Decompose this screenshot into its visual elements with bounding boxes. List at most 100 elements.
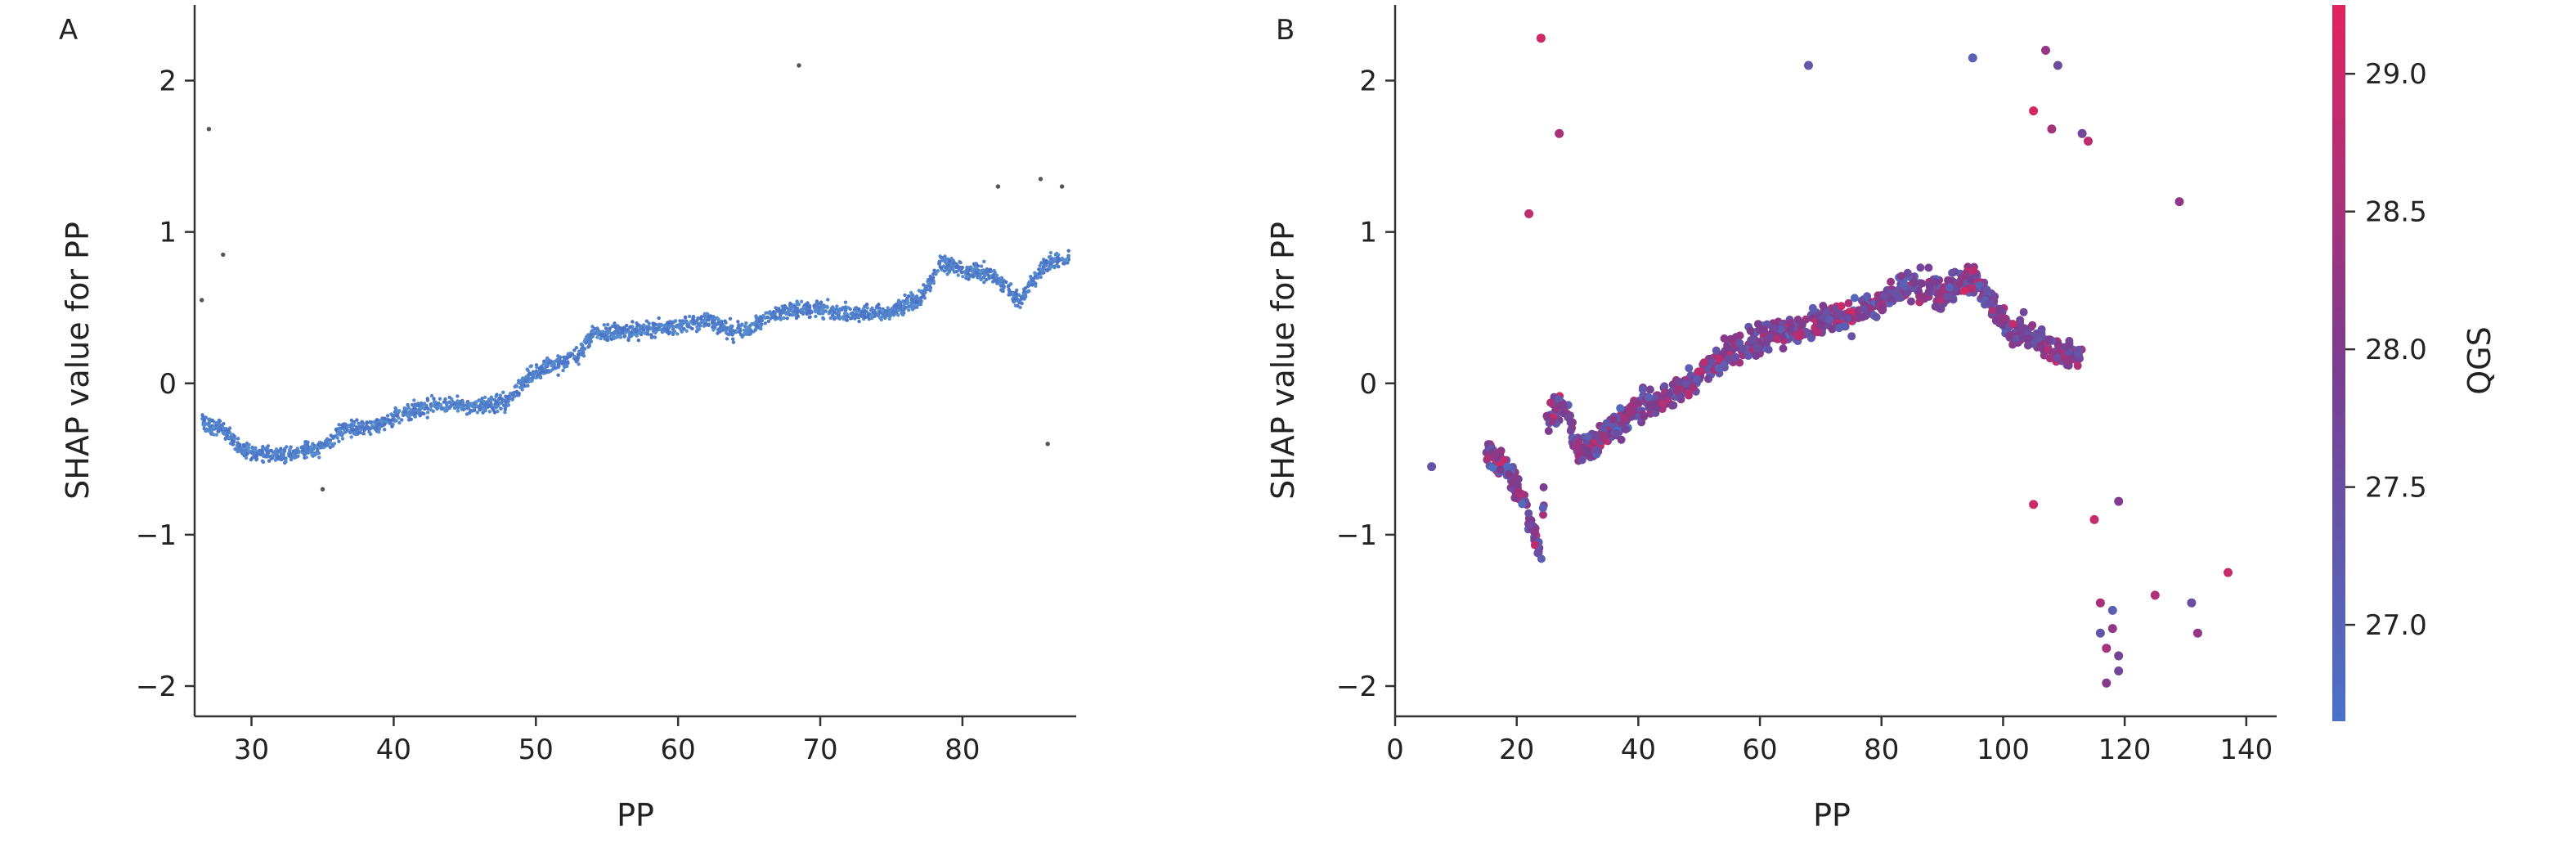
panel-a-point bbox=[985, 267, 990, 271]
panel-a-point bbox=[623, 330, 628, 334]
colorbar: 27.0 27.5 28.0 28.5 29.0 QGS bbox=[2332, 5, 2497, 721]
panel-b-point bbox=[1599, 424, 1608, 433]
panel-a-point bbox=[1027, 280, 1031, 285]
panel-a-point bbox=[304, 455, 308, 460]
panel-a-point bbox=[245, 452, 249, 456]
panel-a-outlier-point bbox=[1059, 184, 1065, 189]
panel-a-point bbox=[785, 316, 789, 321]
panel-a-point bbox=[945, 263, 950, 267]
panel-a-point bbox=[666, 328, 670, 333]
panel-a-point bbox=[418, 408, 422, 412]
panel-a-point bbox=[489, 397, 493, 402]
panel-a-point bbox=[857, 319, 861, 324]
panel-a-point bbox=[1062, 262, 1066, 266]
panel-a-point bbox=[304, 440, 309, 444]
panel-a-point bbox=[447, 395, 451, 400]
panel-a-point bbox=[445, 401, 449, 406]
panel-a-point bbox=[819, 300, 824, 304]
panel-a-point bbox=[222, 432, 227, 436]
panel-a-point bbox=[316, 442, 321, 446]
panel-a-point bbox=[815, 300, 819, 305]
panel-a-point bbox=[1022, 292, 1026, 296]
panel-a-y-tick-label: −2 bbox=[136, 671, 177, 703]
panel-a-point bbox=[1039, 261, 1043, 265]
panel-a-point bbox=[227, 428, 231, 433]
panel-a-point bbox=[1022, 297, 1026, 301]
panel-b-point bbox=[1995, 306, 2004, 315]
panel-a-point bbox=[284, 460, 288, 464]
panel-a-point bbox=[937, 259, 941, 264]
panel-b-point bbox=[1900, 278, 1908, 287]
panel-a-point bbox=[247, 442, 251, 446]
panel-a-point bbox=[400, 418, 404, 422]
panel-b-point bbox=[2053, 353, 2062, 362]
panel-a-point bbox=[764, 311, 768, 315]
panel-a-outlier-point bbox=[206, 127, 212, 132]
panel-a-point bbox=[500, 400, 504, 404]
panel-a-point bbox=[406, 414, 410, 418]
panel-b-point bbox=[1633, 399, 1642, 408]
panel-a-point bbox=[432, 397, 436, 401]
panel-a-point bbox=[1049, 265, 1054, 269]
panel-a-point bbox=[497, 396, 502, 400]
panel-a-point bbox=[534, 363, 539, 367]
panel-a-point bbox=[928, 289, 932, 293]
panel-a-point bbox=[309, 445, 313, 449]
panel-b-point bbox=[1556, 401, 1565, 410]
panel-a-point bbox=[857, 307, 861, 312]
panel-a-point bbox=[1052, 257, 1057, 261]
panel-a-point bbox=[845, 318, 850, 322]
panel-a-point bbox=[315, 451, 319, 455]
panel-a-point bbox=[1055, 260, 1060, 264]
panel-a-point bbox=[471, 405, 475, 409]
panel-b-x-tick-label: 80 bbox=[1864, 734, 1899, 766]
panel-a-point bbox=[502, 403, 506, 407]
panel-b-point bbox=[1645, 393, 1654, 402]
panel-a-point bbox=[461, 407, 465, 412]
panel-b-x-tick-label: 100 bbox=[1977, 734, 2030, 766]
panel-a-point bbox=[464, 406, 469, 411]
panel-a-point bbox=[322, 442, 327, 446]
panel-a-point bbox=[860, 314, 864, 318]
panel-a-point bbox=[235, 443, 239, 448]
panel-a-point bbox=[659, 323, 664, 328]
panel-a-point bbox=[891, 309, 895, 313]
panel-a-point bbox=[887, 316, 891, 321]
panel-b-point bbox=[1765, 333, 1774, 342]
panel-a-point bbox=[1027, 283, 1031, 288]
panel-a-point bbox=[576, 352, 581, 357]
panel-a-x-axis-title: PP bbox=[617, 797, 654, 833]
colorbar-tick-label: 28.5 bbox=[2365, 196, 2427, 229]
panel-a-point bbox=[909, 297, 913, 301]
panel-b-point bbox=[1907, 297, 1915, 306]
panel-b-outlier-point bbox=[2114, 651, 2124, 661]
panel-b-point bbox=[1584, 433, 1592, 441]
panel-a-point bbox=[868, 308, 873, 312]
panel-a-point bbox=[562, 355, 566, 359]
panel-b-point bbox=[1720, 334, 1729, 343]
panel-a-outlier-point bbox=[1038, 177, 1043, 182]
panel-b-point bbox=[1735, 331, 1744, 340]
panel-a-point bbox=[666, 331, 671, 336]
panel-a-point bbox=[281, 453, 285, 457]
panel-a-point bbox=[788, 307, 792, 312]
panel-a-point bbox=[527, 371, 532, 376]
panel-b-point bbox=[1793, 332, 1802, 341]
panel-b-y-tick-label: 0 bbox=[1359, 368, 1377, 401]
panel-a-point bbox=[943, 254, 947, 258]
panel-a-point bbox=[340, 433, 344, 437]
panel-a-point bbox=[397, 416, 401, 420]
panel-b-point bbox=[1681, 379, 1690, 388]
panel-a-point bbox=[1041, 267, 1045, 272]
panel-b-point bbox=[2036, 343, 2045, 351]
panel-a-point bbox=[552, 361, 556, 366]
panel-b-outlier-point bbox=[2029, 106, 2039, 116]
panel-b-outlier-point bbox=[2102, 644, 2112, 653]
panel-a-outlier-point bbox=[797, 63, 801, 68]
panel-b-point bbox=[1825, 315, 1834, 324]
panel-b-point bbox=[2023, 341, 2032, 350]
panel-a-point bbox=[792, 312, 796, 316]
panel-a-point bbox=[1035, 276, 1039, 280]
panel-a-point bbox=[259, 448, 263, 452]
panel-a-point bbox=[977, 272, 982, 277]
